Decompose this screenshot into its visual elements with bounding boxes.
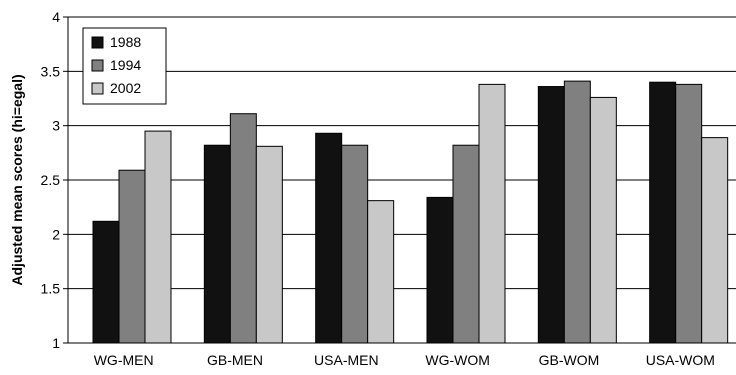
bar-wg-wom-2002 [478,83,506,344]
x-axis-ticks: WG-MEN GB-MEN USA-MEN WG-WOM GB-WOM USA-WOM [94,352,715,368]
legend-swatch-2002 [91,82,104,95]
bar-gb-wom-2002 [589,96,617,344]
legend-label-1988: 1988 [110,34,141,50]
x-tick-label: USA-WOM [646,352,715,368]
bar-usa-wom-1994 [675,83,703,344]
bar-gb-men-1988 [203,144,231,344]
bar-usa-men-1994 [341,144,369,344]
gridlines [68,16,736,344]
y-axis-ticks: 1 1.5 2 2.5 3 3.5 4 [41,9,68,351]
bars [92,80,729,344]
y-tick-label: 1 [52,335,60,351]
x-tick-label: GB-MEN [207,352,263,368]
bar-wg-men-1988 [92,220,120,344]
bar-wg-men-1994 [118,169,146,344]
bar-wg-men-2002 [144,130,172,344]
y-tick-label: 4 [52,9,60,25]
bar-gb-men-1994 [229,113,257,344]
legend-label-1994: 1994 [110,57,141,73]
bar-wg-wom-1994 [452,144,480,344]
y-tick-label: 2 [52,226,60,242]
y-tick-label: 3.5 [41,63,61,79]
bar-usa-wom-1988 [649,81,677,344]
bar-gb-men-2002 [255,145,283,344]
x-tick-label: WG-MEN [94,352,154,368]
y-tick-label: 2.5 [41,172,61,188]
x-tick-label: WG-WOM [425,352,490,368]
y-tick-label: 3 [52,118,60,134]
bar-usa-men-1988 [315,132,343,344]
legend-swatch-1994 [91,59,104,72]
legend-swatch-1988 [91,36,104,49]
y-axis-title: Adjusted mean scores (hi=egal) [9,74,25,285]
x-tick-label: USA-MEN [314,352,379,368]
x-tick-label: GB-WOM [539,352,600,368]
bar-gb-wom-1988 [537,86,565,344]
bar-gb-wom-1994 [563,80,591,344]
bar-wg-wom-1988 [426,196,454,344]
bar-usa-men-2002 [367,200,395,344]
legend: 1988 1994 2002 [82,27,167,105]
y-tick-label: 1.5 [41,281,61,297]
legend-label-2002: 2002 [110,80,141,96]
bar-usa-wom-2002 [701,137,729,344]
